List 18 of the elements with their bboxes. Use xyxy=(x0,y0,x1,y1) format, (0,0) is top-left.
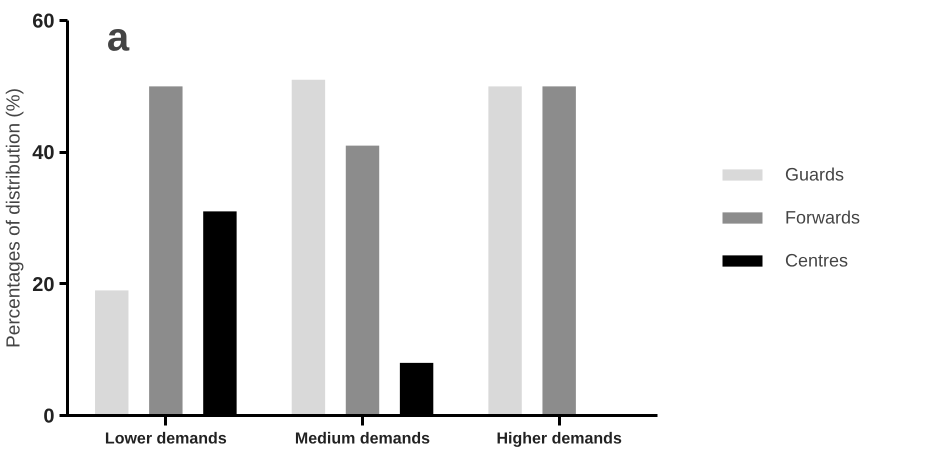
x-tick-label: Lower demands xyxy=(104,430,227,448)
bar xyxy=(488,86,522,416)
legend-label: Centres xyxy=(785,250,848,271)
y-tick-label: 60 xyxy=(32,10,55,32)
bar xyxy=(95,290,128,416)
bar xyxy=(149,86,183,416)
y-axis-title: Percentages of distribution (%) xyxy=(3,88,24,348)
bar xyxy=(542,86,576,416)
x-tick-label: Higher demands xyxy=(496,430,622,448)
annotation: a xyxy=(106,16,130,60)
bar xyxy=(292,80,326,416)
y-tick-label: 40 xyxy=(32,142,55,164)
y-tick-label: 20 xyxy=(32,274,55,296)
x-tick-label: Medium demands xyxy=(294,430,430,448)
legend-label: Forwards xyxy=(785,207,860,228)
bar xyxy=(346,146,380,416)
y-tick-label: 0 xyxy=(43,406,54,428)
legend-label: Guards xyxy=(785,164,844,185)
